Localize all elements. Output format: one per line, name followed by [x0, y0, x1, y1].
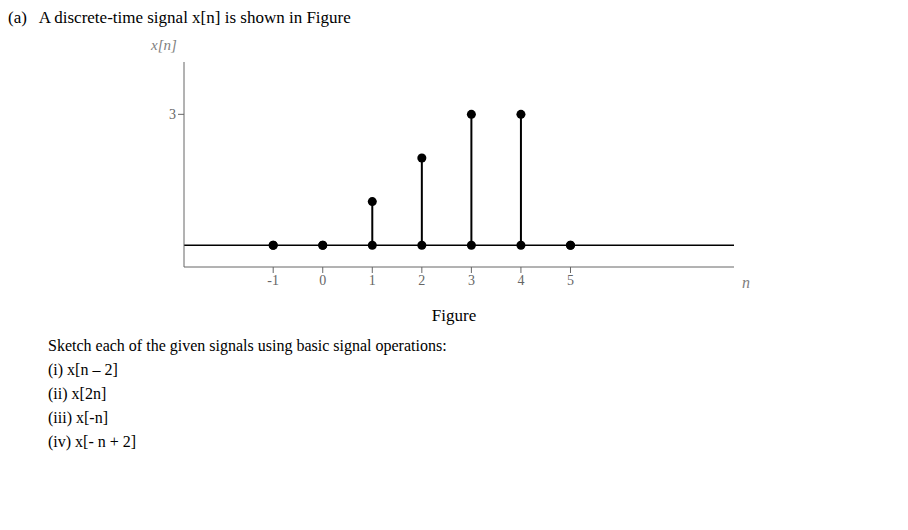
html-text:Figure: Figure	[431, 306, 477, 325]
html-text:(iii) x[-n]: (iii) x[-n]	[48, 409, 108, 426]
svg-text:n: n	[742, 274, 750, 291]
svg-text:3: 3	[468, 273, 475, 288]
svg-text:4: 4	[517, 273, 524, 288]
html-text:(i) x[n – 2]: (i) x[n – 2]	[48, 361, 118, 378]
svg-text:1: 1	[369, 273, 376, 288]
html-text:Sketch each of the given signa: Sketch each of the given signals using b…	[48, 337, 447, 354]
svg-text:-1: -1	[267, 273, 279, 288]
html-text:(ii) x[2n]: (ii) x[2n]	[48, 385, 107, 402]
svg-text:3: 3	[169, 107, 176, 122]
html-text:(iv) x[- n + 2]: (iv) x[- n + 2]	[48, 433, 137, 450]
svg-text:x[n]: x[n]	[150, 37, 177, 53]
html-text:(a) A discrete-time signal x[n: (a) A discrete-time signal x[n] is shown…	[8, 8, 351, 27]
svg-text:5: 5	[567, 273, 574, 288]
svg-text:0: 0	[319, 273, 326, 288]
svg-text:2: 2	[418, 273, 425, 288]
